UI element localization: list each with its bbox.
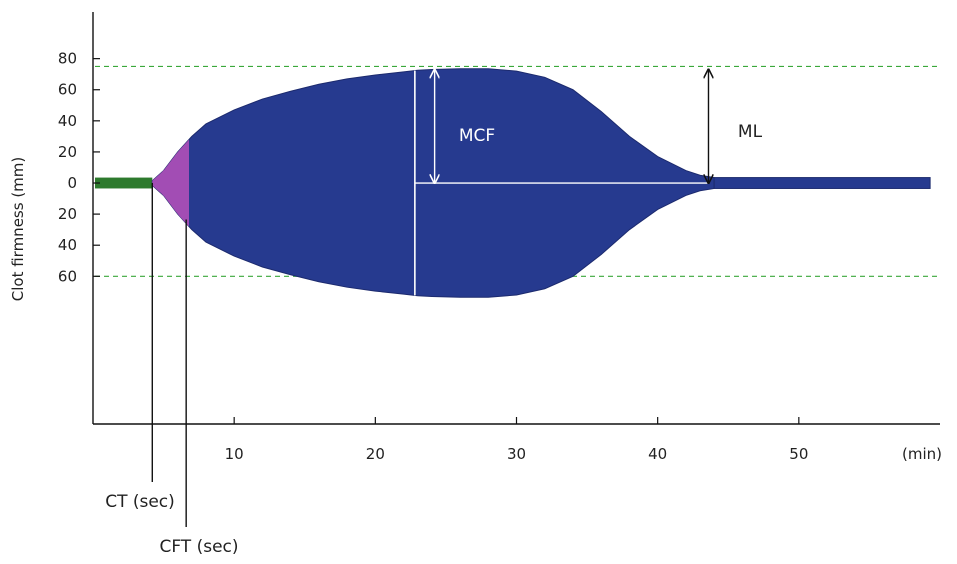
- x-unit-label: (min): [902, 445, 942, 463]
- lysis-tail: [713, 177, 931, 189]
- y-tick-label: 60: [58, 81, 77, 99]
- y-axis-label: Clot firmness (mm): [9, 157, 27, 302]
- y-tick-label: 0: [67, 174, 77, 192]
- x-tick-label: 30: [507, 445, 526, 463]
- x-tick-label: 40: [648, 445, 667, 463]
- x-tick-label: 20: [366, 445, 385, 463]
- y-tick-label: 60: [58, 267, 77, 285]
- ml-label: ML: [738, 122, 763, 142]
- y-tick-label: 80: [58, 50, 77, 68]
- cft-label: CFT (sec): [159, 537, 238, 557]
- x-tick-label: 10: [225, 445, 244, 463]
- y-tick-label: 20: [58, 205, 77, 223]
- y-tick-label: 40: [58, 236, 77, 254]
- y-tick-label: 20: [58, 143, 77, 161]
- ct-label: CT (sec): [105, 492, 175, 512]
- x-tick-label: 50: [789, 445, 808, 463]
- mcf-label: MCF: [459, 126, 495, 146]
- cft-segment: [152, 139, 189, 227]
- baseline-trace: [95, 177, 153, 189]
- y-tick-label: 40: [58, 112, 77, 130]
